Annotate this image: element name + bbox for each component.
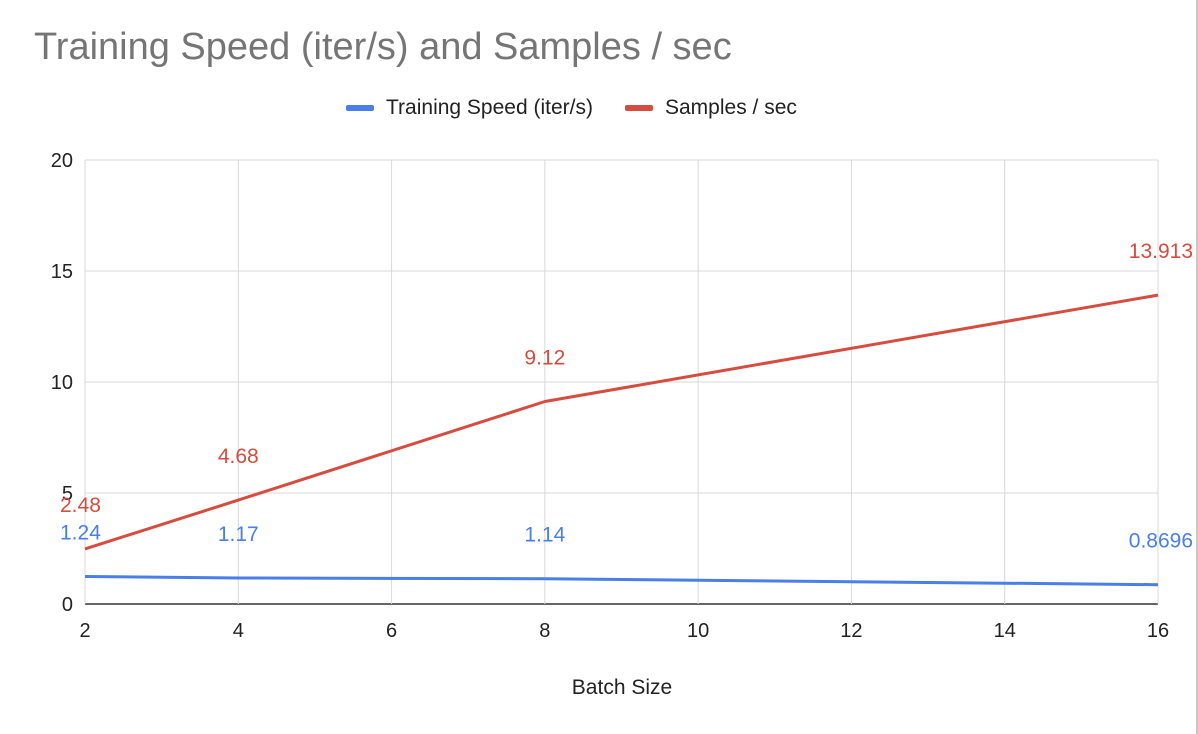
legend-label-training-speed: Training Speed (iter/s)	[386, 96, 593, 119]
y-tick-label-0: 0	[62, 594, 73, 616]
data-label-1-1: 4.68	[218, 445, 259, 468]
legend-swatch-training-speed	[346, 105, 374, 111]
y-tick-label-5: 5	[62, 483, 73, 505]
x-tick-label-12: 12	[840, 620, 862, 642]
data-label-0-3: 0.8696	[1129, 530, 1193, 553]
x-tick-label-8: 8	[539, 620, 550, 642]
data-label-1-2: 9.12	[524, 347, 565, 370]
chart-title: Training Speed (iter/s) and Samples / se…	[34, 26, 732, 68]
y-tick-label-20: 20	[51, 150, 73, 172]
data-label-0-0: 1.24	[60, 521, 101, 544]
y-tick-label-15: 15	[51, 261, 73, 283]
x-tick-label-10: 10	[687, 620, 709, 642]
y-tick-label-10: 10	[51, 372, 73, 394]
x-tick-label-6: 6	[386, 620, 397, 642]
x-tick-label-4: 4	[233, 620, 244, 642]
data-label-1-0: 2.48	[60, 494, 101, 517]
x-axis-title: Batch Size	[571, 676, 673, 699]
data-label-0-1: 1.17	[218, 523, 259, 546]
series-line-0	[84, 575, 1159, 587]
legend-item-training-speed: Training Speed (iter/s)	[346, 96, 593, 120]
legend-swatch-samples-per-sec	[624, 105, 653, 111]
series-line-1	[84, 293, 1159, 551]
data-label-1-3: 13.913	[1129, 240, 1193, 263]
x-tick-label-2: 2	[79, 620, 90, 642]
data-label-0-2: 1.14	[524, 524, 565, 547]
right-border	[1196, 0, 1198, 734]
legend: Training Speed (iter/s) Samples / sec	[346, 96, 829, 120]
x-tick-label-16: 16	[1147, 620, 1169, 642]
legend-item-samples-per-sec: Samples / sec	[624, 96, 797, 120]
legend-label-samples-per-sec: Samples / sec	[664, 96, 797, 119]
x-tick-label-14: 14	[994, 620, 1016, 642]
